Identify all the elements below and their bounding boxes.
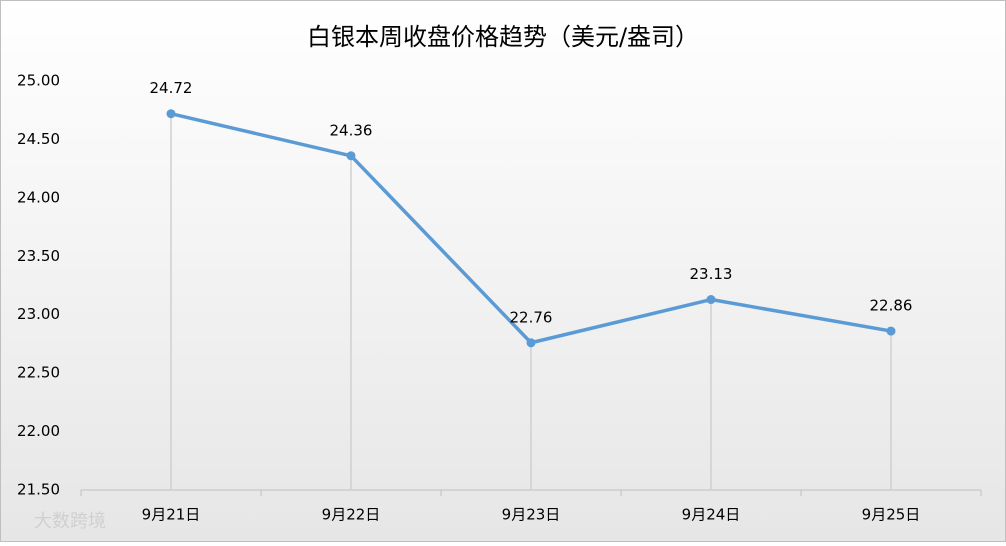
x-tick-label: 9月21日: [142, 506, 201, 524]
data-label: 22.86: [870, 297, 913, 315]
point: [886, 326, 896, 336]
y-tick-label: 25.00: [17, 72, 60, 90]
point: [166, 109, 176, 119]
point: [526, 338, 536, 348]
y-tick-label: 23.50: [17, 247, 60, 265]
x-tick-label: 9月22日: [322, 506, 381, 524]
point: [706, 295, 716, 305]
data-label: 24.72: [150, 79, 193, 97]
x-tick-label: 9月24日: [682, 506, 741, 524]
y-tick-label: 21.50: [17, 481, 60, 499]
y-tick-label: 24.00: [17, 188, 60, 206]
y-tick-label: 22.50: [17, 364, 60, 382]
chart-title: 白银本周收盘价格趋势（美元/盎司）: [307, 23, 699, 51]
point: [346, 151, 356, 161]
x-tick-label: 9月23日: [502, 506, 561, 524]
x-tick-label: 9月25日: [862, 506, 921, 524]
y-tick-label: 23.00: [17, 305, 60, 323]
watermark: 大数跨境: [34, 511, 106, 532]
data-label: 23.13: [690, 265, 733, 283]
y-tick-label: 24.50: [17, 130, 60, 148]
y-tick-label: 22.00: [17, 422, 60, 440]
data-label: 24.36: [330, 121, 373, 139]
data-label: 22.76: [510, 308, 553, 326]
